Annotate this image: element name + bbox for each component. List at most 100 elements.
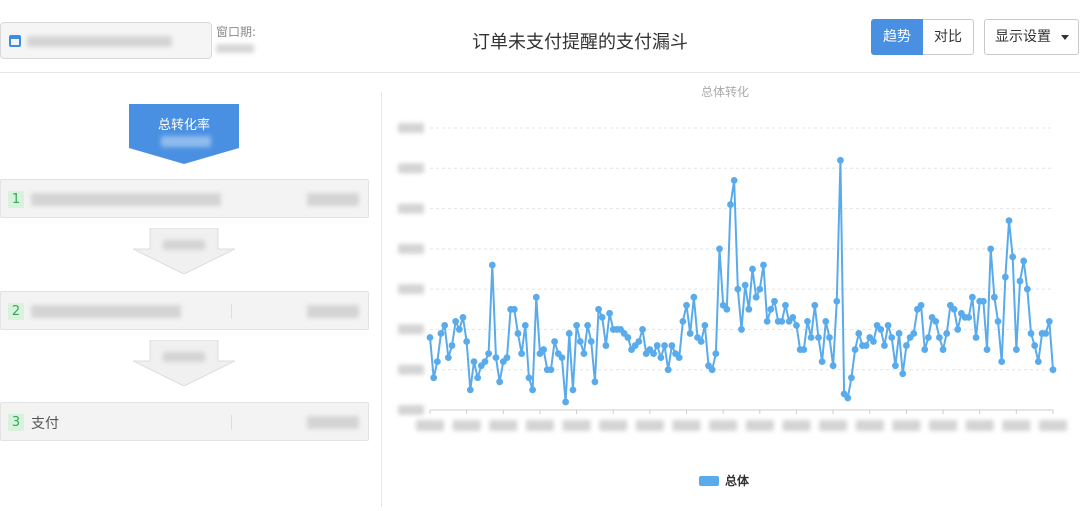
data-point[interactable] — [771, 297, 778, 305]
data-point[interactable] — [606, 309, 613, 317]
data-point[interactable] — [807, 334, 815, 341]
data-point[interactable] — [925, 334, 932, 341]
data-point[interactable] — [452, 317, 460, 325]
data-point[interactable] — [921, 346, 929, 353]
data-point[interactable] — [903, 342, 910, 349]
data-point[interactable] — [444, 354, 452, 362]
data-point[interactable] — [723, 305, 731, 313]
data-point[interactable] — [540, 346, 548, 353]
data-point[interactable] — [1023, 285, 1031, 293]
data-point[interactable] — [602, 342, 610, 349]
data-point[interactable] — [877, 326, 885, 333]
date-range-picker[interactable] — [0, 22, 212, 59]
data-point[interactable] — [1031, 342, 1039, 349]
data-point[interactable] — [679, 317, 687, 325]
data-point[interactable] — [697, 338, 705, 345]
legend-label[interactable]: 总体 — [725, 473, 750, 488]
data-point[interactable] — [822, 317, 830, 325]
data-point[interactable] — [954, 326, 962, 333]
data-point[interactable] — [562, 398, 569, 406]
data-point[interactable] — [639, 326, 646, 333]
tab-trend[interactable]: 趋势 — [871, 19, 923, 55]
data-point[interactable] — [668, 342, 676, 349]
data-point[interactable] — [811, 301, 819, 309]
data-point[interactable] — [752, 293, 760, 301]
data-point[interactable] — [716, 245, 723, 253]
data-point[interactable] — [1045, 317, 1053, 325]
data-point[interactable] — [547, 366, 555, 374]
data-point[interactable] — [463, 338, 471, 345]
data-point[interactable] — [1027, 330, 1035, 337]
data-point[interactable] — [760, 261, 767, 269]
data-point[interactable] — [844, 394, 852, 402]
data-point[interactable] — [657, 354, 665, 362]
data-point[interactable] — [727, 201, 734, 208]
funnel-step-1[interactable]: 1 — [0, 179, 369, 218]
data-point[interactable] — [661, 342, 668, 349]
data-point[interactable] — [870, 338, 877, 345]
data-point[interactable] — [690, 293, 698, 301]
data-point[interactable] — [895, 330, 903, 337]
data-point[interactable] — [565, 330, 573, 337]
data-point[interactable] — [591, 378, 599, 386]
data-point[interactable] — [459, 313, 467, 321]
data-point[interactable] — [1001, 273, 1009, 281]
data-point[interactable] — [474, 374, 482, 382]
data-point[interactable] — [441, 322, 449, 329]
data-point[interactable] — [503, 354, 511, 362]
data-point[interactable] — [730, 176, 738, 184]
data-point[interactable] — [455, 326, 463, 333]
data-point[interactable] — [804, 317, 811, 325]
data-point[interactable] — [815, 334, 822, 341]
data-point[interactable] — [496, 378, 504, 386]
data-point[interactable] — [932, 317, 940, 325]
data-point[interactable] — [899, 370, 907, 378]
data-point[interactable] — [741, 281, 749, 289]
data-point[interactable] — [994, 317, 1002, 325]
data-point[interactable] — [782, 301, 789, 309]
display-settings-dropdown[interactable]: 显示设置 — [984, 19, 1079, 55]
data-point[interactable] — [584, 322, 591, 329]
data-point[interactable] — [917, 301, 925, 309]
funnel-step-3[interactable]: 3 支付 — [0, 402, 369, 441]
tab-compare[interactable]: 对比 — [923, 19, 974, 55]
data-point[interactable] — [943, 330, 951, 337]
data-point[interactable] — [778, 317, 786, 325]
data-point[interactable] — [664, 366, 672, 374]
data-point[interactable] — [950, 305, 958, 313]
data-point[interactable] — [635, 338, 643, 345]
data-point[interactable] — [837, 156, 844, 164]
data-point[interactable] — [712, 350, 720, 357]
data-point[interactable] — [650, 350, 657, 357]
data-point[interactable] — [738, 326, 745, 333]
data-point[interactable] — [521, 322, 529, 329]
data-point[interactable] — [789, 313, 797, 321]
data-point[interactable] — [701, 322, 709, 329]
data-point[interactable] — [686, 330, 694, 337]
data-point[interactable] — [935, 334, 943, 341]
data-point[interactable] — [848, 374, 855, 382]
data-point[interactable] — [734, 285, 742, 293]
data-point[interactable] — [972, 334, 980, 341]
data-point[interactable] — [939, 346, 947, 353]
data-point[interactable] — [481, 358, 489, 366]
data-point[interactable] — [510, 305, 518, 313]
data-point[interactable] — [1042, 330, 1050, 337]
data-point[interactable] — [829, 362, 837, 370]
data-point[interactable] — [968, 293, 976, 301]
data-point[interactable] — [485, 350, 493, 357]
data-point[interactable] — [979, 297, 987, 305]
data-point[interactable] — [437, 330, 445, 337]
data-point[interactable] — [580, 350, 588, 357]
data-point[interactable] — [492, 354, 500, 362]
data-point[interactable] — [587, 338, 595, 345]
data-point[interactable] — [884, 322, 892, 329]
data-point[interactable] — [767, 305, 775, 313]
data-point[interactable] — [532, 293, 540, 301]
data-point[interactable] — [756, 285, 764, 293]
data-point[interactable] — [675, 354, 683, 362]
data-point[interactable] — [683, 301, 690, 309]
data-point[interactable] — [818, 358, 826, 366]
data-point[interactable] — [1009, 253, 1017, 261]
data-point[interactable] — [595, 305, 602, 313]
